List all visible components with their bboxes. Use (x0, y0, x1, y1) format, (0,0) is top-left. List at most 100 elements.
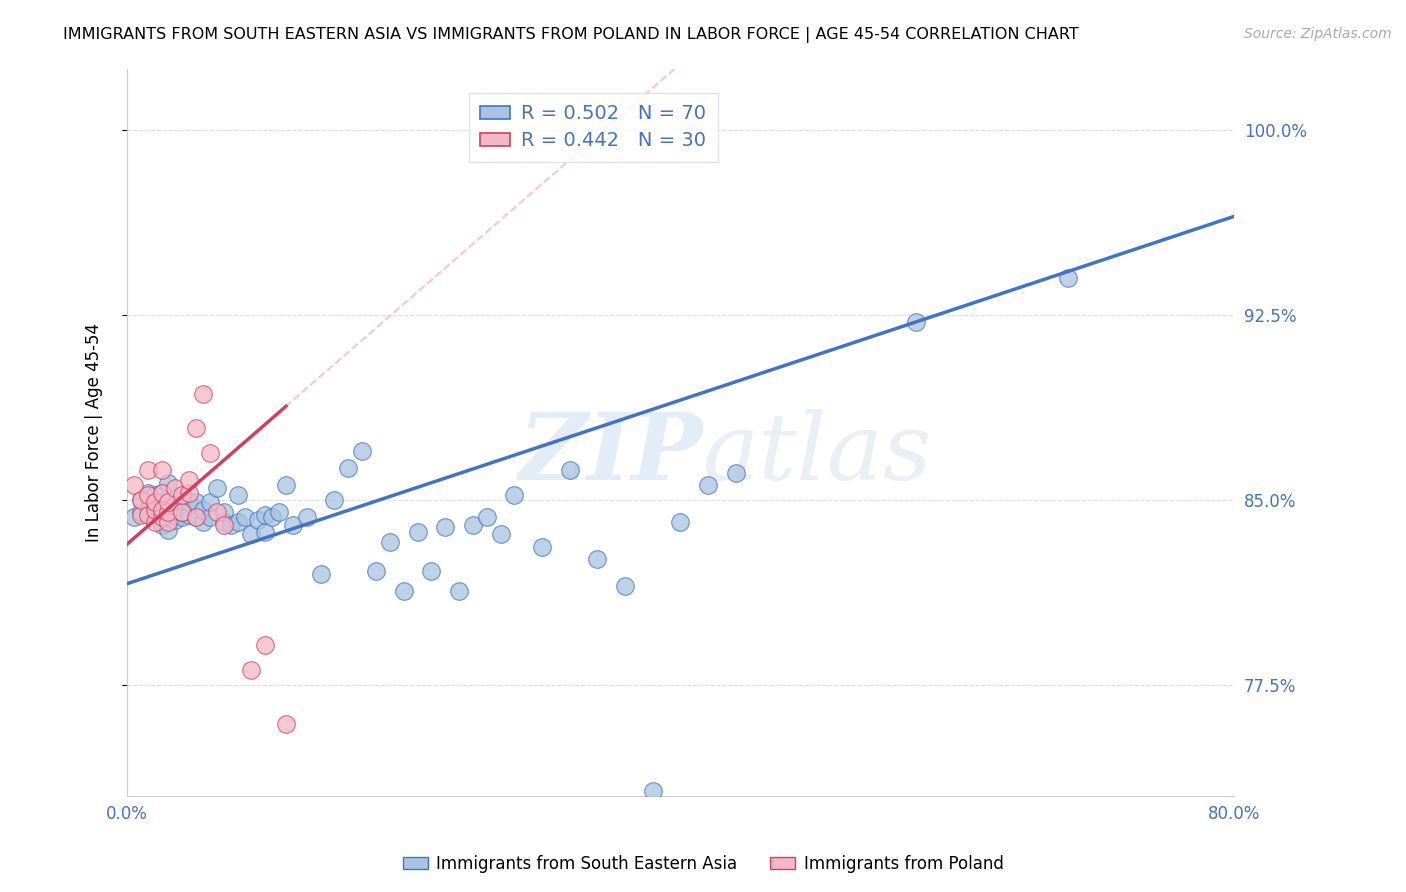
Point (247, 513, 270, 527)
Point (364, 565, 387, 579)
Point (212, 505, 235, 519)
Point (212, 515, 235, 529)
Point (198, 446, 221, 460)
Point (184, 510, 207, 524)
Legend: Immigrants from South Eastern Asia, Immigrants from Poland: Immigrants from South Eastern Asia, Immi… (396, 848, 1010, 880)
Point (184, 421, 207, 435)
Point (184, 510, 207, 524)
Point (461, 517, 484, 532)
Text: ZIP: ZIP (519, 409, 703, 499)
Point (143, 505, 166, 519)
Point (295, 510, 318, 524)
Point (226, 515, 249, 529)
Point (129, 492, 152, 507)
Text: Source: ZipAtlas.com: Source: ZipAtlas.com (1244, 27, 1392, 41)
Point (191, 503, 214, 517)
Point (240, 527, 263, 541)
Point (205, 505, 228, 519)
Point (122, 478, 145, 492)
Point (179, 508, 201, 522)
Point (641, 784, 664, 798)
Point (157, 515, 180, 529)
Point (392, 584, 415, 599)
Point (157, 495, 180, 509)
Point (172, 510, 194, 524)
Point (165, 498, 187, 512)
Point (212, 517, 235, 532)
Point (165, 513, 187, 527)
Point (254, 508, 277, 522)
Point (122, 510, 145, 524)
Point (165, 481, 187, 495)
Point (503, 488, 526, 502)
Point (143, 515, 166, 529)
Point (262, 510, 284, 524)
Point (198, 510, 221, 524)
Point (129, 505, 152, 519)
Point (198, 495, 221, 509)
Point (179, 473, 201, 487)
Point (150, 510, 173, 524)
Point (274, 717, 297, 731)
Point (233, 510, 256, 524)
Point (136, 488, 159, 502)
Point (323, 492, 346, 507)
Point (136, 503, 159, 517)
Point (434, 520, 457, 534)
Point (184, 495, 207, 509)
Point (150, 485, 173, 500)
Point (489, 527, 512, 541)
Point (274, 478, 297, 492)
Point (669, 515, 692, 529)
Text: IMMIGRANTS FROM SOUTH EASTERN ASIA VS IMMIGRANTS FROM POLAND IN LABOR FORCE | AG: IMMIGRANTS FROM SOUTH EASTERN ASIA VS IM… (63, 27, 1078, 43)
Point (205, 481, 228, 495)
Point (724, 466, 747, 480)
Point (697, 478, 720, 492)
Point (352, 443, 374, 458)
Point (1057, 271, 1080, 285)
Point (129, 492, 152, 507)
Point (143, 503, 166, 517)
Point (143, 488, 166, 502)
Point (254, 524, 277, 539)
Point (136, 485, 159, 500)
Point (172, 505, 194, 519)
Point (586, 552, 609, 566)
Point (531, 540, 554, 554)
Point (447, 584, 470, 599)
Point (904, 315, 927, 329)
Point (226, 488, 249, 502)
Point (179, 485, 201, 500)
Point (157, 523, 180, 537)
Point (136, 508, 159, 522)
Point (191, 515, 214, 529)
Point (150, 463, 173, 477)
Point (378, 534, 401, 549)
Point (150, 517, 173, 532)
Point (337, 461, 360, 475)
Point (191, 387, 214, 401)
Point (150, 503, 173, 517)
Point (406, 524, 429, 539)
Point (254, 639, 277, 653)
Point (240, 663, 263, 677)
Point (143, 495, 166, 509)
Point (614, 579, 637, 593)
Point (309, 566, 332, 581)
Point (157, 500, 180, 515)
Legend: R = 0.502   N = 70, R = 0.442   N = 30: R = 0.502 N = 70, R = 0.442 N = 30 (468, 93, 718, 162)
Point (172, 505, 194, 519)
Point (150, 485, 173, 500)
Point (281, 517, 304, 532)
Point (157, 505, 180, 519)
Point (475, 510, 498, 524)
Point (143, 498, 166, 512)
Point (420, 565, 443, 579)
Point (558, 463, 581, 477)
Y-axis label: In Labor Force | Age 45-54: In Labor Force | Age 45-54 (86, 323, 103, 541)
Point (165, 508, 187, 522)
Point (172, 488, 194, 502)
Point (136, 463, 159, 477)
Point (157, 475, 180, 490)
Point (269, 505, 291, 519)
